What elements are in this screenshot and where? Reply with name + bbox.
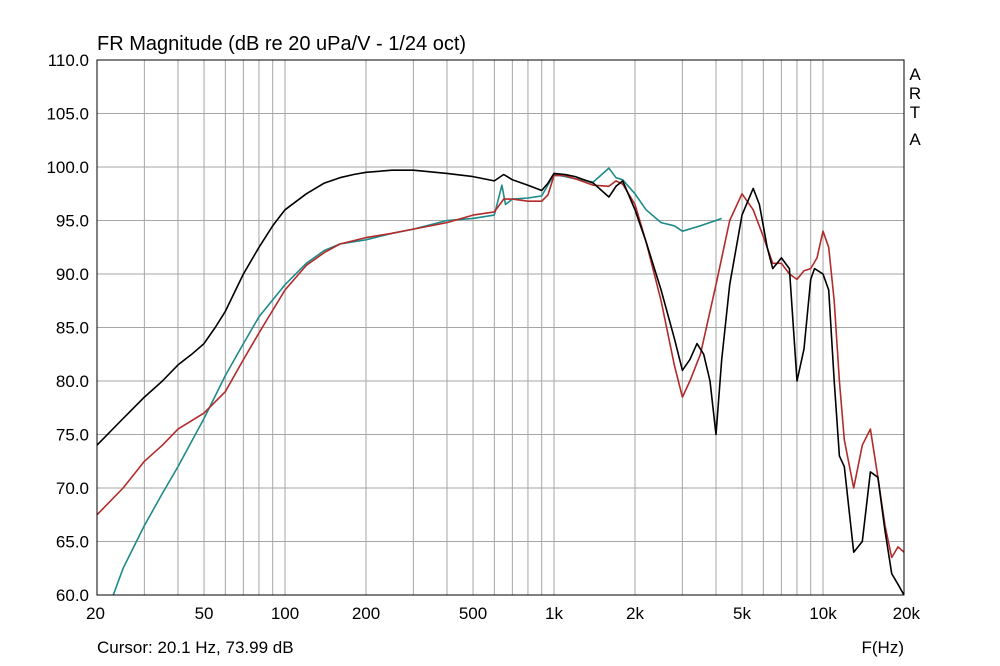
- series-line-3: [97, 174, 904, 559]
- y-tick-label: 70.0: [56, 479, 89, 498]
- x-tick-label: 1k: [545, 604, 563, 623]
- y-tick-label: 110.0: [48, 51, 89, 70]
- x-tick-label: 100: [271, 604, 299, 623]
- y-tick-label: 75.0: [56, 426, 89, 445]
- y-tick-label: 95.0: [56, 212, 89, 231]
- brand-letter: R: [909, 84, 921, 103]
- x-tick-label: 500: [459, 604, 487, 623]
- x-tick-label: 20k: [893, 604, 921, 623]
- y-tick-label: 90.0: [56, 265, 89, 284]
- arta-brand: A R T A: [909, 65, 921, 149]
- series-line-2: [112, 167, 722, 595]
- chart-title: FR Magnitude (dB re 20 uPa/V - 1/24 oct): [97, 33, 466, 55]
- y-tick-label: 105.0: [46, 105, 89, 124]
- plot-frame: [96, 59, 905, 596]
- series-line-1: [97, 169, 904, 595]
- y-tick-label: 100.0: [46, 158, 89, 177]
- x-tick-label: 200: [352, 604, 380, 623]
- y-tick-label: 85.0: [56, 319, 89, 338]
- x-tick-label: 50: [195, 604, 214, 623]
- series-layer: [97, 167, 904, 595]
- y-tick-label: 80.0: [56, 372, 89, 391]
- x-tick-label: 2k: [626, 604, 644, 623]
- x-tick-labels: 20 50 100 200 500 1k 2k 5k 10k 20k: [86, 604, 920, 623]
- brand-letter: A: [909, 65, 921, 84]
- brand-letter: A: [909, 130, 921, 149]
- cursor-readout: Cursor: 20.1 Hz, 73.99 dB: [97, 638, 294, 657]
- grid: [97, 60, 904, 595]
- x-tick-label: 20: [86, 604, 105, 623]
- x-axis-label: F(Hz): [862, 638, 904, 657]
- brand-letter: T: [910, 103, 920, 122]
- y-tick-label: 60.0: [56, 586, 89, 605]
- y-tick-labels: 60.0 65.0 70.0 75.0 80.0 85.0 90.0 95.0 100.0 105…: [46, 51, 89, 605]
- x-tick-label: 10k: [809, 604, 837, 623]
- y-tick-label: 65.0: [56, 533, 89, 552]
- x-tick-label: 5k: [733, 604, 751, 623]
